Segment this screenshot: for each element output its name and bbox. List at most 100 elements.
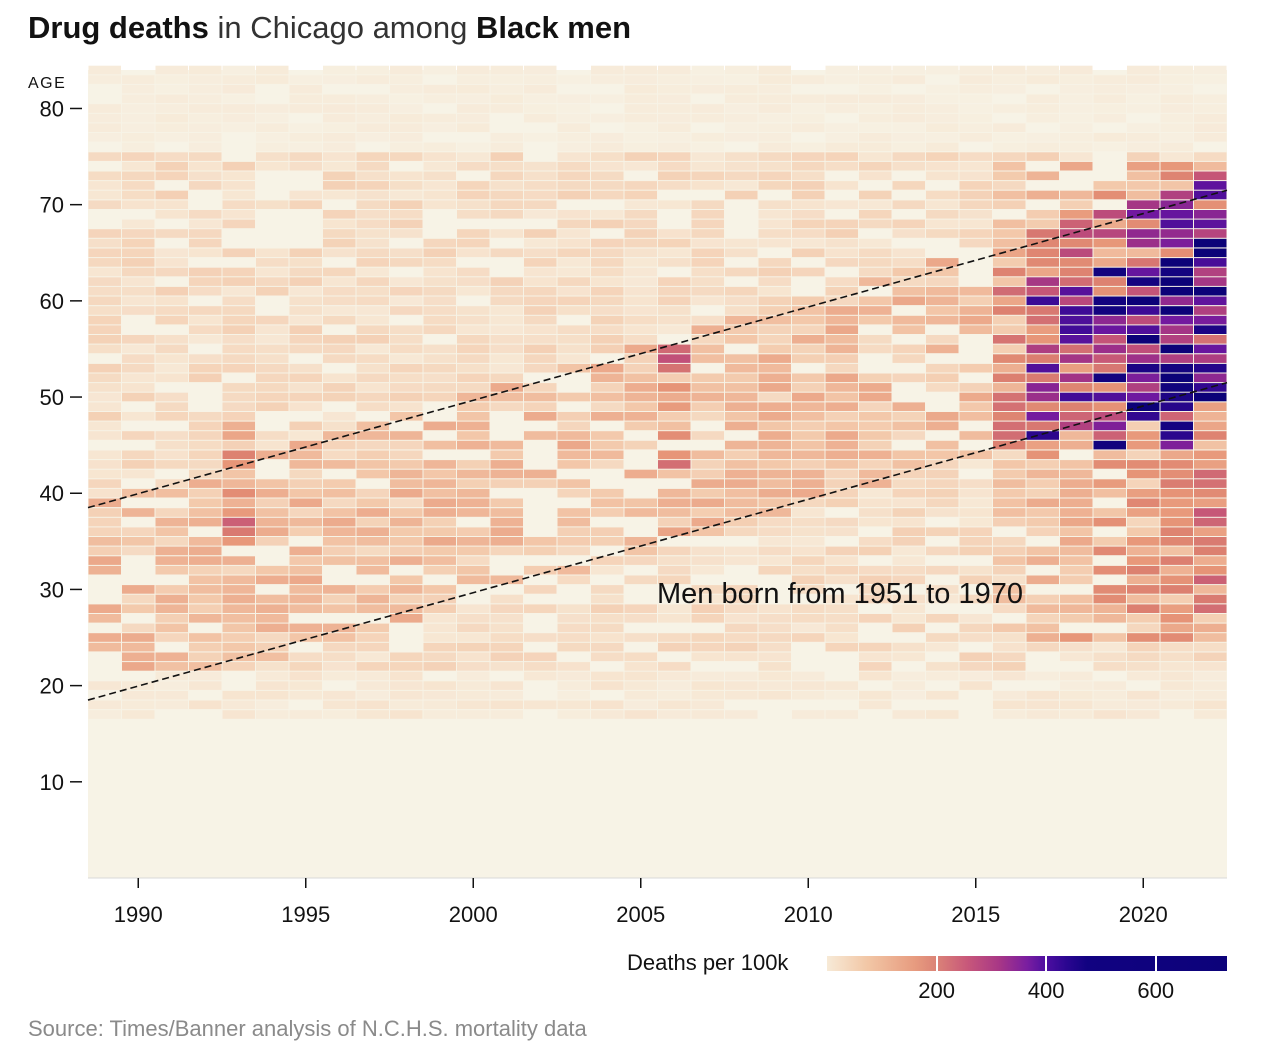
heatmap-cell <box>457 373 490 383</box>
heatmap-cell <box>725 623 758 633</box>
heatmap-cell <box>859 537 892 546</box>
heatmap-cell <box>122 681 155 690</box>
heatmap-cell <box>524 585 557 594</box>
heatmap-cell <box>926 508 959 517</box>
heatmap-cell <box>557 460 590 469</box>
heatmap-cell <box>926 296 959 306</box>
heatmap-cell <box>725 75 758 84</box>
heatmap-cell <box>624 181 657 190</box>
heatmap-cell <box>591 277 624 286</box>
heatmap-cell <box>993 142 1026 152</box>
heatmap-cell <box>323 460 356 469</box>
heatmap-cell <box>155 315 188 325</box>
heatmap-cell <box>557 565 590 575</box>
heatmap-cell <box>390 537 423 546</box>
heatmap-cell <box>959 123 992 132</box>
heatmap-cell <box>390 325 423 334</box>
heatmap-cell <box>1093 690 1126 700</box>
heatmap-cell <box>1093 181 1126 190</box>
heatmap-cell <box>792 354 825 363</box>
heatmap-cell <box>88 267 121 277</box>
heatmap-cell <box>557 210 590 219</box>
heatmap-cell <box>289 604 322 613</box>
heatmap-cell <box>490 710 523 719</box>
heatmap-cell <box>691 488 724 498</box>
legend-tick-mark <box>935 956 938 971</box>
heatmap-cell <box>122 642 155 652</box>
heatmap-cell <box>1127 373 1160 383</box>
heatmap-cell <box>256 277 289 286</box>
heatmap-cell <box>390 710 423 719</box>
heatmap-cell <box>490 210 523 219</box>
x-tick-label: 2010 <box>784 902 833 927</box>
heatmap-cell <box>1160 652 1193 662</box>
heatmap-cell <box>1194 412 1227 421</box>
heatmap-cell <box>859 267 892 277</box>
heatmap-cell <box>1093 710 1126 719</box>
heatmap-cell <box>1127 286 1160 296</box>
heatmap-cell <box>122 238 155 248</box>
y-tick-label: 30 <box>40 577 64 602</box>
heatmap-cell <box>122 286 155 296</box>
heatmap-cell <box>859 113 892 123</box>
heatmap-cell <box>658 133 691 142</box>
heatmap-cell <box>1093 344 1126 354</box>
heatmap-cell <box>189 229 222 238</box>
heatmap-cell <box>155 344 188 354</box>
heatmap-cell <box>859 431 892 440</box>
heatmap-cell <box>993 700 1026 710</box>
heatmap-cell <box>1160 123 1193 132</box>
heatmap-cell <box>222 690 255 700</box>
heatmap-cell <box>189 460 222 469</box>
heatmap-cell <box>222 450 255 460</box>
heatmap-cell <box>1127 133 1160 142</box>
heatmap-cell <box>490 690 523 700</box>
heatmap-cell <box>256 642 289 652</box>
heatmap-cell <box>155 431 188 440</box>
heatmap-cell <box>557 142 590 152</box>
heatmap-cell <box>356 123 389 132</box>
heatmap-cell <box>256 65 289 75</box>
heatmap-cell <box>356 306 389 315</box>
heatmap-cell <box>658 383 691 392</box>
heatmap-cell <box>289 315 322 325</box>
heatmap-cell <box>1194 469 1227 479</box>
heatmap-cell <box>524 200 557 209</box>
heatmap-cell <box>1093 633 1126 642</box>
heatmap-cell <box>423 469 456 479</box>
heatmap-cell <box>423 142 456 152</box>
heatmap-cell <box>490 575 523 585</box>
heatmap-cell <box>356 344 389 354</box>
heatmap-cell <box>256 75 289 84</box>
heatmap-cell <box>725 335 758 344</box>
heatmap-cell <box>892 219 925 229</box>
heatmap-cell <box>725 440 758 450</box>
heatmap-cell <box>1060 277 1093 286</box>
heatmap-cell <box>859 133 892 142</box>
heatmap-cell <box>356 171 389 181</box>
heatmap-cell <box>88 460 121 469</box>
heatmap-cell <box>524 392 557 402</box>
heatmap-cell <box>892 690 925 700</box>
heatmap-cell <box>457 104 490 113</box>
heatmap-cell <box>1093 190 1126 200</box>
heatmap-cell <box>390 277 423 286</box>
heatmap-cell <box>859 517 892 527</box>
heatmap-cell <box>624 65 657 75</box>
heatmap-cell <box>859 690 892 700</box>
heatmap-cell <box>256 575 289 585</box>
heatmap-cell <box>457 642 490 652</box>
heatmap-cell <box>691 296 724 306</box>
heatmap-cell <box>892 527 925 536</box>
heatmap-cell <box>658 65 691 75</box>
heatmap-cell <box>189 671 222 681</box>
heatmap-cell <box>1194 335 1227 344</box>
heatmap-cell <box>993 65 1026 75</box>
cohort-boundary-line <box>87 189 1228 509</box>
heatmap-cell <box>323 335 356 344</box>
heatmap-cell <box>959 229 992 238</box>
heatmap-cell <box>926 277 959 286</box>
heatmap-cell <box>457 344 490 354</box>
heatmap-cell <box>658 142 691 152</box>
heatmap-cell <box>758 671 791 681</box>
